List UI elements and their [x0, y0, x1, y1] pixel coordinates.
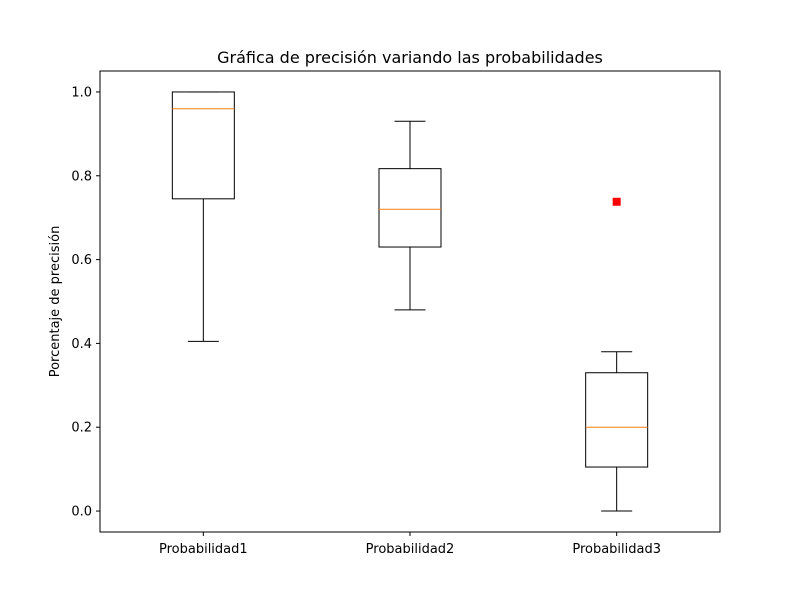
y-tick-label: 0.0 — [71, 505, 92, 520]
x-tick-label: Probabilidad1 — [159, 542, 248, 557]
x-axis: Probabilidad1 Probabilidad2 Probabilidad3 — [159, 532, 661, 557]
box — [378, 168, 442, 248]
y-tick-label: 0.4 — [71, 337, 92, 352]
y-axis: 0.0 0.2 0.4 0.6 0.8 1.0 — [71, 85, 100, 520]
y-tick-label: 0.2 — [71, 421, 92, 436]
x-tick-label: Probabilidad3 — [572, 542, 661, 557]
box-group-2 — [378, 120, 442, 311]
box-group-1 — [171, 91, 235, 342]
y-tick-label: 0.6 — [71, 253, 92, 268]
outlier-point — [612, 197, 621, 206]
chart-title: Gráfica de precisión variando las probab… — [217, 48, 603, 67]
y-axis-label: Porcentaje de precisión — [48, 226, 63, 378]
box — [171, 91, 235, 200]
y-tick-label: 1.0 — [71, 85, 92, 100]
y-tick-label: 0.8 — [71, 169, 92, 184]
x-tick-label: Probabilidad2 — [366, 542, 455, 557]
plot-area — [171, 91, 649, 512]
box-group-3 — [585, 197, 649, 512]
box — [585, 372, 649, 468]
